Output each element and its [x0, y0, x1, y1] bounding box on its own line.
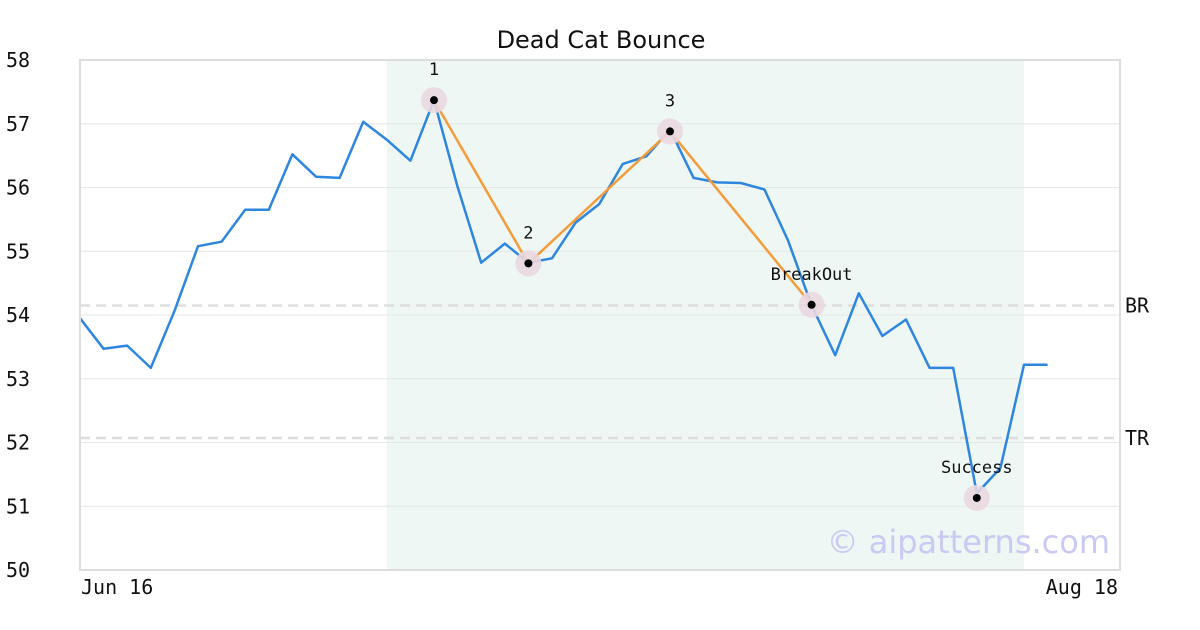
y-tick-label: 51 — [6, 494, 30, 518]
marker-point — [524, 259, 533, 268]
marker-label: 2 — [523, 223, 533, 243]
marker-label: BreakOut — [771, 265, 853, 285]
y-tick-label: 53 — [6, 367, 30, 391]
reference-line-label: BR — [1125, 293, 1150, 317]
marker-point — [666, 127, 674, 136]
y-tick-label: 58 — [6, 48, 30, 72]
marker-point — [430, 96, 438, 105]
marker-point — [972, 493, 981, 502]
marker-label: 1 — [429, 60, 439, 80]
marker-label: 3 — [665, 91, 675, 111]
pattern-line — [432, 99, 813, 306]
y-tick-label: 54 — [6, 303, 30, 327]
reference-line-label: TR — [1125, 426, 1150, 450]
marker-label: Success — [941, 458, 1013, 478]
y-tick-label: 55 — [6, 239, 30, 263]
y-tick-label: 56 — [6, 176, 30, 200]
y-tick-label: 52 — [6, 431, 30, 455]
x-tick-label: Aug 18 — [1046, 575, 1118, 599]
y-tick-label: 50 — [6, 558, 30, 582]
y-tick-label: 57 — [6, 112, 30, 136]
x-tick-label: Jun 16 — [81, 575, 153, 599]
watermark: © aipatterns.com — [827, 523, 1110, 561]
plot-frame — [79, 59, 1121, 571]
marker-point — [807, 300, 816, 309]
price-series-line — [79, 98, 1048, 495]
chart-title: Dead Cat Bounce — [497, 26, 706, 54]
